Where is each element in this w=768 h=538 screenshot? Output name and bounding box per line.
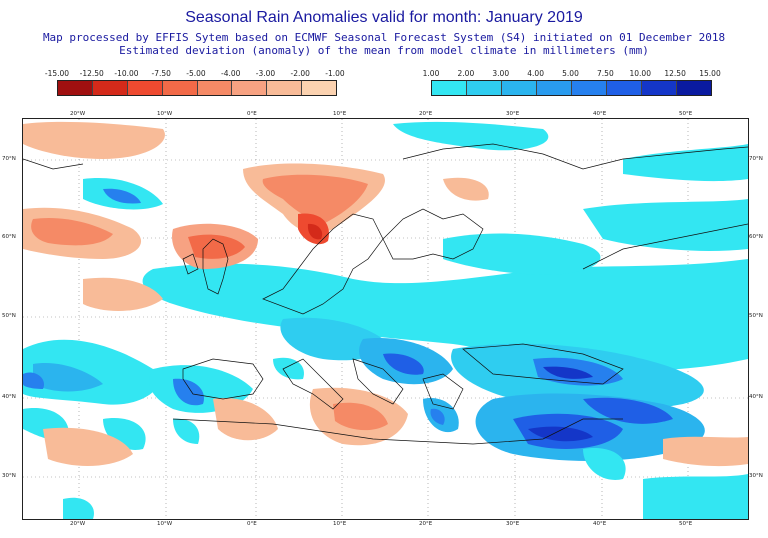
colorbar-negative	[57, 80, 337, 96]
lon-label-bottom-5: 30°E	[506, 521, 520, 527]
lon-label-bottom-3: 10°E	[333, 521, 347, 527]
colorbar-negative-swatch-5	[232, 81, 268, 95]
colorbar-positive-tick-1: 2.00	[457, 69, 475, 78]
positive-anomaly-areas	[23, 121, 748, 519]
map-subtitle-units: Estimated deviation (anomaly) of the mea…	[119, 44, 649, 57]
lat-label-left-0: 70°N	[2, 156, 16, 162]
colorbar-negative-tick-2: -10.00	[114, 69, 139, 78]
colorbar-positive-swatch-2	[502, 81, 537, 95]
lon-label-top-1: 10°W	[157, 111, 173, 117]
lon-label-bottom-1: 10°W	[157, 521, 173, 527]
colorbar-negative-swatch-6	[267, 81, 303, 95]
lat-label-left-3: 40°N	[2, 394, 16, 400]
colorbar-negative-swatch-2	[127, 81, 163, 95]
lon-label-bottom-2: 0°E	[247, 521, 257, 527]
colorbar-positive-tick-7: 12.50	[664, 69, 686, 78]
anomaly-map	[22, 118, 749, 520]
lon-label-top-3: 10°E	[333, 111, 347, 117]
colorbar-negative-swatch-4	[197, 81, 233, 95]
colorbar-positive-swatch-4	[572, 81, 607, 95]
colorbar-positive-swatch-3	[537, 81, 572, 95]
colorbar-positive-swatch-1	[467, 81, 502, 95]
lat-label-right-4: 30°N	[749, 473, 763, 479]
lon-label-top-7: 50°E	[679, 111, 693, 117]
colorbar-positive-tick-5: 7.50	[597, 69, 614, 78]
colorbar-negative-tick-1: -12.50	[79, 69, 104, 78]
colorbar-negative-tick-4: -5.00	[186, 69, 206, 78]
lat-label-left-4: 30°N	[2, 473, 16, 479]
map-subtitle-processing: Map processed by EFFIS Sytem based on EC…	[42, 31, 726, 44]
colorbar-positive-tick-3: 4.00	[527, 69, 544, 78]
colorbar-negative-tick-0: -15.00	[44, 69, 70, 78]
colorbar-negative-swatch-3	[162, 81, 198, 95]
colorbar-negative-tick-8: -1.00	[325, 69, 345, 78]
lat-label-right-3: 40°N	[749, 394, 763, 400]
lon-label-top-0: 20°W	[70, 111, 86, 117]
lon-label-bottom-4: 20°E	[419, 521, 433, 527]
colorbar-negative-tick-6: -3.00	[255, 69, 276, 78]
lon-label-bottom-0: 20°W	[70, 521, 86, 527]
lon-label-top-4: 20°E	[419, 111, 433, 117]
colorbar-positive-tick-8: 15.00	[699, 69, 721, 78]
lat-label-left-1: 60°N	[2, 234, 16, 240]
lon-label-bottom-7: 50°E	[679, 521, 693, 527]
colorbar-negative-tick-5: -4.00	[221, 69, 241, 78]
colorbar-negative-swatch-1	[92, 81, 128, 95]
map-svg	[23, 119, 748, 519]
colorbar-positive-tick-0: 1.00	[422, 69, 440, 78]
colorbar-positive-swatch-0	[432, 81, 467, 95]
colorbar-positive	[431, 80, 712, 96]
lat-label-left-2: 50°N	[2, 313, 16, 319]
colorbar-positive-tick-4: 5.00	[562, 69, 579, 78]
colorbar-positive-swatch-7	[677, 81, 711, 95]
negative-anomaly-areas	[23, 121, 748, 467]
lat-label-right-1: 60°N	[749, 234, 763, 240]
colorbar-negative-tick-7: -2.00	[290, 69, 310, 78]
colorbar-positive-swatch-5	[607, 81, 642, 95]
colorbar-positive-tick-2: 3.00	[492, 69, 510, 78]
lat-label-right-0: 70°N	[749, 156, 763, 162]
lon-label-top-6: 40°E	[593, 111, 607, 117]
colorbar-negative-swatch-7	[302, 81, 336, 95]
colorbar-positive-swatch-6	[642, 81, 677, 95]
colorbar-negative-swatch-0	[58, 81, 93, 95]
colorbar-negative-tick-3: -7.50	[151, 69, 171, 78]
map-title: Seasonal Rain Anomalies valid for month:…	[185, 9, 583, 26]
lon-label-top-5: 30°E	[506, 111, 520, 117]
lon-label-bottom-6: 40°E	[593, 521, 607, 527]
lat-label-right-2: 50°N	[749, 313, 763, 319]
lon-label-top-2: 0°E	[247, 111, 257, 117]
colorbar-positive-tick-6: 10.00	[629, 69, 651, 78]
coastlines	[23, 143, 748, 445]
